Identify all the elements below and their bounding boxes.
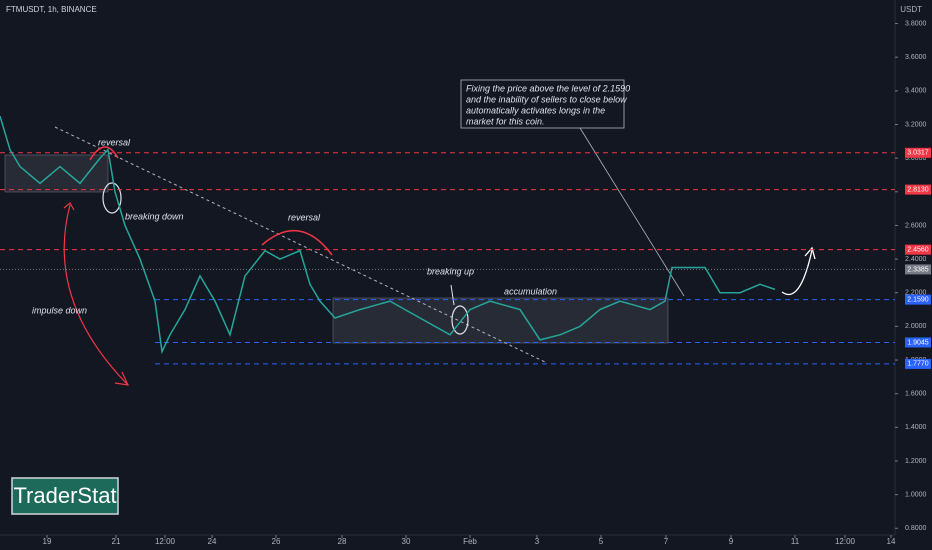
x-tick-label: Feb [463,537,477,546]
x-tick-label: 30 [402,537,411,546]
level-tag [905,337,931,348]
y-tick-label: 3.2000 [905,121,927,128]
y-tick-label: 3.6000 [905,54,927,61]
note-box [460,79,625,129]
y-tick-label: 0.8000 [905,525,927,532]
logo: TraderStat [13,483,116,508]
circle [102,182,122,214]
level-tag [905,244,931,255]
level-label: 2.4560 [907,247,929,254]
arrow-head [63,202,75,211]
level-label: 1.9045 [907,339,929,346]
level-tag [905,184,931,195]
x-tick-label: 7 [664,537,669,546]
y-axis-label: USDT [900,5,922,14]
y-tick-label: 1.2000 [905,458,927,465]
impulse-arrow [63,204,129,386]
y-tick-label: 2.0000 [905,323,927,330]
accumulation-box [332,297,669,344]
range-box [4,154,109,193]
x-tick-label: 24 [208,537,217,546]
y-tick-label: 1.6000 [905,391,927,398]
annotation: reversal [288,212,321,222]
reversal-arc [89,146,119,161]
x-tick-label: 26 [272,537,281,546]
annotation: reversal [98,137,131,147]
arrow-head [804,246,816,260]
level-tag [905,294,931,305]
y-tick-label: 3.8000 [905,20,927,27]
annotation: breaking up [427,266,474,276]
annotation: impulse down [32,305,87,315]
y-tick-label: 3.4000 [905,88,927,95]
price-line [0,115,776,355]
level-label: 3.0317 [907,150,929,157]
x-tick-label: 28 [338,537,347,546]
level-label: 2.3385 [907,266,929,273]
note-line: and the inability of sellers to close be… [466,94,627,104]
level-label: 2.1590 [907,296,929,303]
annotation: breaking down [125,211,184,221]
arrow-head [114,371,130,386]
trend-line [54,126,546,363]
annotation: accumulation [504,286,557,296]
pointer [579,127,685,297]
y-tick-label: 2.6000 [905,222,927,229]
chart-title: FTMUSDT, 1h, BINANCE [6,5,97,14]
y-tick-label: 2.4000 [905,256,927,263]
level-label: 2.8130 [907,186,929,193]
circle [451,305,469,335]
x-tick-label: 19 [43,537,52,546]
x-tick-label: 11 [791,537,800,546]
y-tick-label: 1.0000 [905,491,927,498]
note-line: market for this coin. [466,116,545,126]
projection-arrow [781,249,813,296]
x-tick-label: 5 [599,537,604,546]
level-label: 1.7770 [907,361,929,368]
x-tick-label: 21 [112,537,121,546]
x-tick-label: 12:00 [835,537,856,546]
x-tick-label: 3 [535,537,540,546]
y-tick-label: 2.2000 [905,290,927,297]
x-tick-label: 12:00 [155,537,176,546]
level-tag [905,358,931,369]
logo-box [11,477,119,515]
x-tick-label: 9 [729,537,734,546]
level-tag [905,264,931,275]
x-tick-label: 14 [887,537,896,546]
y-tick-label: 3.0000 [905,155,927,162]
pointer [450,284,455,306]
level-tag [905,147,931,158]
reversal-arc [261,230,333,256]
note-line: Fixing the price above the level of 2.15… [466,83,630,93]
note-line: automatically activates longs in the [466,105,605,115]
y-tick-label: 1.4000 [905,424,927,431]
